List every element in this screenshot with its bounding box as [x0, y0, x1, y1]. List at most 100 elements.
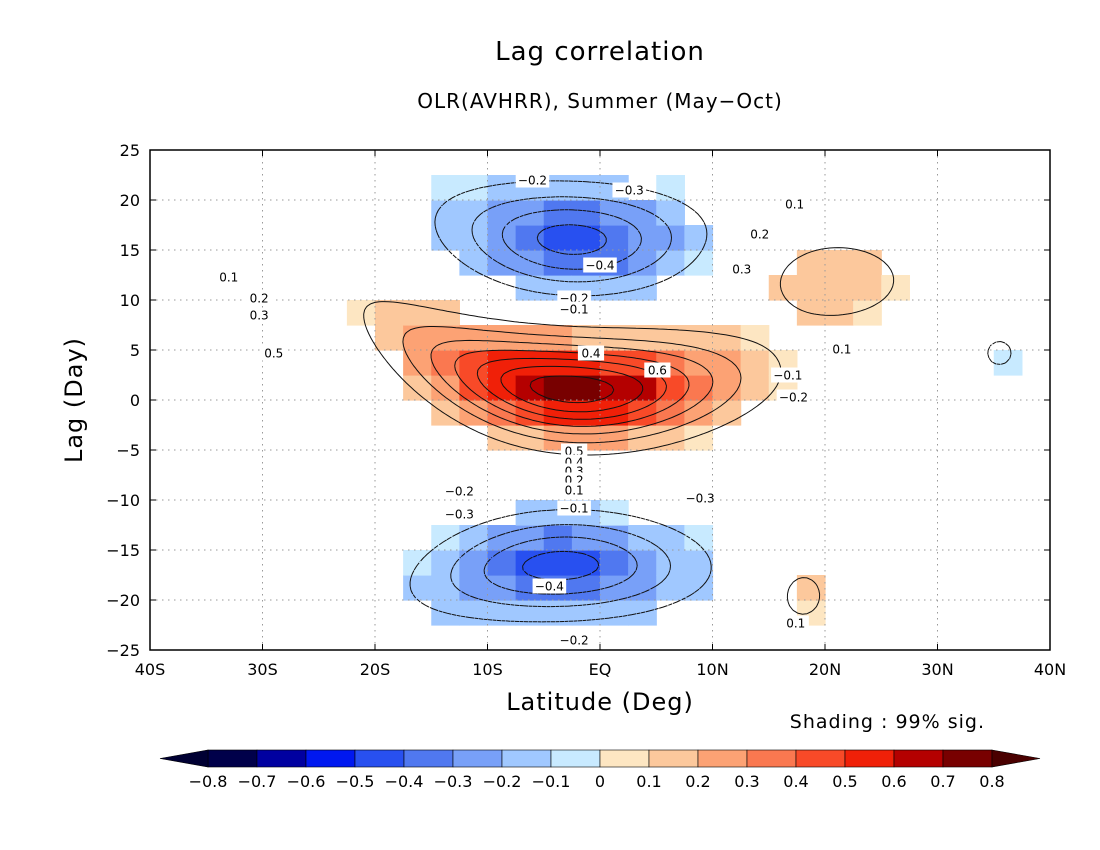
x-tick-label: 30S [247, 660, 278, 679]
contour-label-text: −0.1 [773, 369, 802, 383]
heat-cell [571, 575, 601, 601]
heat-cell [487, 550, 517, 576]
heat-cell [431, 200, 460, 226]
contour-label-bg [442, 506, 477, 522]
contour-label: 0.3 [246, 307, 273, 323]
y-tick-label: −15 [106, 541, 140, 560]
heat-cell [571, 175, 601, 201]
colorbar-over-arrow [991, 749, 1041, 768]
y-tick-label: 15 [120, 241, 140, 260]
shading-note: Shading : 99% sig. [790, 711, 985, 733]
heat-cell [515, 550, 545, 576]
colorbar-under-arrow [159, 749, 209, 768]
heat-cell [515, 500, 545, 526]
colorbar: −0.8 −0.7 −0.6 −0.5 −0.4 −0.3 −0.2 −0.1 0 0.1 0.2 0… [159, 749, 1041, 791]
colorbar-swatch [452, 749, 503, 768]
contour-label-bg [781, 196, 808, 212]
heat-cell [684, 325, 714, 351]
y-tick-label: −5 [116, 441, 140, 460]
heat-cell [487, 250, 517, 276]
colorbar-tick-label: 0.3 [734, 772, 759, 791]
contour-label: −0.2 [557, 632, 591, 648]
heat-cell [684, 550, 714, 576]
heat-cell [796, 250, 826, 276]
contour-label-text: −0.2 [560, 634, 589, 648]
heat-cell [628, 325, 657, 351]
heat-cell [431, 575, 460, 601]
contour-label-text: 0.1 [219, 271, 238, 285]
heat-cell [768, 275, 798, 301]
y-tick-label: 5 [130, 341, 140, 360]
contour-label-text: 0.6 [648, 364, 667, 378]
contour-label-bg [246, 307, 273, 323]
contour-label-bg [776, 389, 811, 405]
colorbar-tick-label: −0.4 [385, 772, 424, 791]
heat-cell [571, 200, 601, 226]
colorbar-tick-label: −0.3 [434, 772, 473, 791]
heat-cell [403, 375, 432, 401]
contour-label: 0.2 [246, 290, 273, 306]
heat-cell [628, 200, 657, 226]
contour-label-text: −0.3 [615, 184, 644, 198]
contour-label-bg [728, 261, 755, 277]
heat-cell [712, 400, 742, 426]
heat-cell [487, 175, 517, 201]
contour-label-bg [612, 182, 647, 198]
heat-cell [684, 225, 714, 251]
y-tick-label: 25 [120, 141, 140, 160]
heat-cell [431, 525, 460, 551]
contour-label-text: 0.1 [785, 198, 804, 212]
heat-cell [515, 200, 545, 226]
contour-label: −0.1 [557, 301, 591, 317]
colorbar-swatch [844, 749, 895, 768]
contour-label-text: 0.2 [250, 292, 269, 306]
heat-cell [600, 600, 629, 626]
heat-cell [515, 250, 545, 276]
y-axis-ticks: 25 20 15 10 5 0 −5 −10 −15 −20 −25 [106, 141, 1050, 660]
contour-label-text: 0.3 [250, 309, 269, 323]
heat-cell [375, 300, 404, 326]
heat-cell [571, 375, 601, 401]
colorbar-tick-label: 0.6 [881, 772, 906, 791]
heat-cell [656, 175, 685, 201]
colorbar-tick-label: −0.5 [336, 772, 375, 791]
contour-label-bg [771, 367, 805, 383]
heat-cell [993, 350, 1023, 376]
contour-label: 0.1 [215, 269, 242, 285]
colorbar-tick-label: 0 [595, 772, 605, 791]
contour-label-bg [583, 257, 617, 273]
heat-cell [571, 550, 601, 576]
x-tick-label: 40S [135, 660, 166, 679]
contour-label-text: 0.5 [264, 347, 283, 361]
heat-cell [515, 525, 545, 551]
contour-label-bg [557, 500, 591, 516]
heat-cell [656, 575, 685, 601]
contour-label: −0.2 [515, 172, 550, 188]
colorbar-swatch [256, 749, 307, 768]
contour-label-text: −0.4 [535, 580, 564, 594]
heat-cell [853, 250, 882, 276]
heat-cell [740, 325, 770, 351]
contour-label-text: 0.3 [732, 263, 751, 277]
heat-cell [375, 325, 404, 351]
heat-cell [600, 550, 629, 576]
x-axis-title: Latitude (Deg) [506, 688, 694, 716]
colorbar-tick-label: 0.8 [979, 772, 1004, 791]
colorbar-tick-label: 0.4 [783, 772, 808, 791]
x-tick-label: 40N [1034, 660, 1066, 679]
x-tick-label: 10S [472, 660, 503, 679]
contour-label: −0.3 [683, 490, 717, 506]
contour-label-bg [644, 362, 671, 378]
heat-cell [543, 200, 573, 226]
heat-cell [515, 275, 545, 301]
colorbar-tick-label: −0.1 [532, 772, 571, 791]
colorbar-tick-label: 0.1 [636, 772, 661, 791]
heat-cell [684, 250, 714, 276]
contour-label-text: −0.3 [686, 492, 715, 506]
contour-label: 0.2 [746, 226, 773, 242]
contour-label: −0.4 [583, 257, 617, 273]
y-axis-title: Lag (Day) [60, 337, 88, 463]
colorbar-tick-label: 0.5 [832, 772, 857, 791]
contour-label: −0.4 [532, 578, 567, 594]
contour-label: −0.3 [612, 182, 647, 198]
